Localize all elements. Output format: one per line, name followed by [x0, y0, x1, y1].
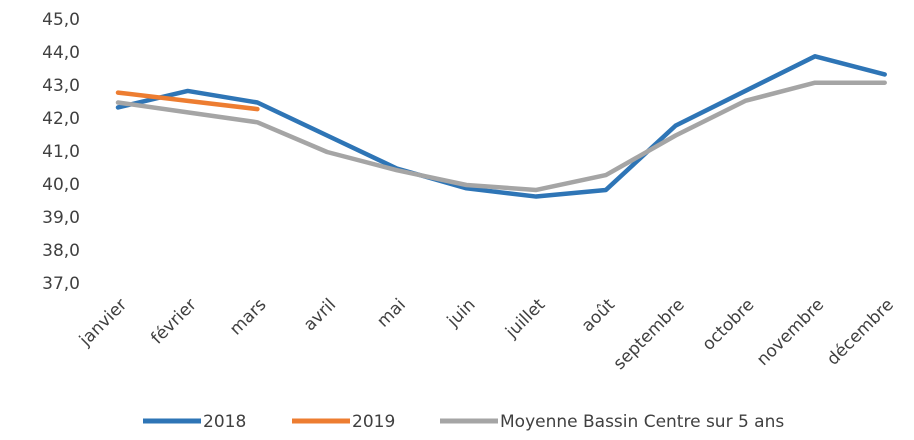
series-line — [115, 90, 260, 112]
legend-label: Moyenne Bassin Centre sur 5 ans — [500, 412, 784, 432]
y-tick-label: 40,0 — [42, 175, 80, 195]
y-tick-label: 37,0 — [42, 274, 80, 294]
x-tick-label: août — [578, 295, 619, 336]
y-tick-label: 38,0 — [42, 241, 80, 261]
series-line — [115, 80, 887, 193]
x-tick-label: décembre — [823, 295, 898, 370]
x-tick-label: février — [147, 295, 201, 349]
y-tick-label: 45,0 — [42, 10, 80, 30]
y-tick-label: 44,0 — [42, 43, 80, 63]
y-tick-label: 39,0 — [42, 208, 80, 228]
x-tick-label: juillet — [501, 295, 549, 343]
series-line — [115, 54, 887, 199]
x-tick-label: octobre — [698, 295, 758, 355]
y-tick-label: 41,0 — [42, 142, 80, 162]
x-tick-label: janvier — [75, 295, 131, 351]
x-tick-label: mai — [373, 295, 410, 332]
y-tick-label: 43,0 — [42, 76, 80, 96]
y-tick-label: 42,0 — [42, 109, 80, 129]
legend-label: 2018 — [203, 412, 246, 432]
x-tick-label: novembre — [753, 295, 828, 370]
x-tick-label: mars — [226, 295, 271, 340]
x-tick-label: juin — [443, 295, 480, 332]
x-tick-label: avril — [300, 295, 340, 335]
legend-label: 2019 — [352, 412, 395, 432]
x-tick-label: septembre — [610, 295, 689, 374]
